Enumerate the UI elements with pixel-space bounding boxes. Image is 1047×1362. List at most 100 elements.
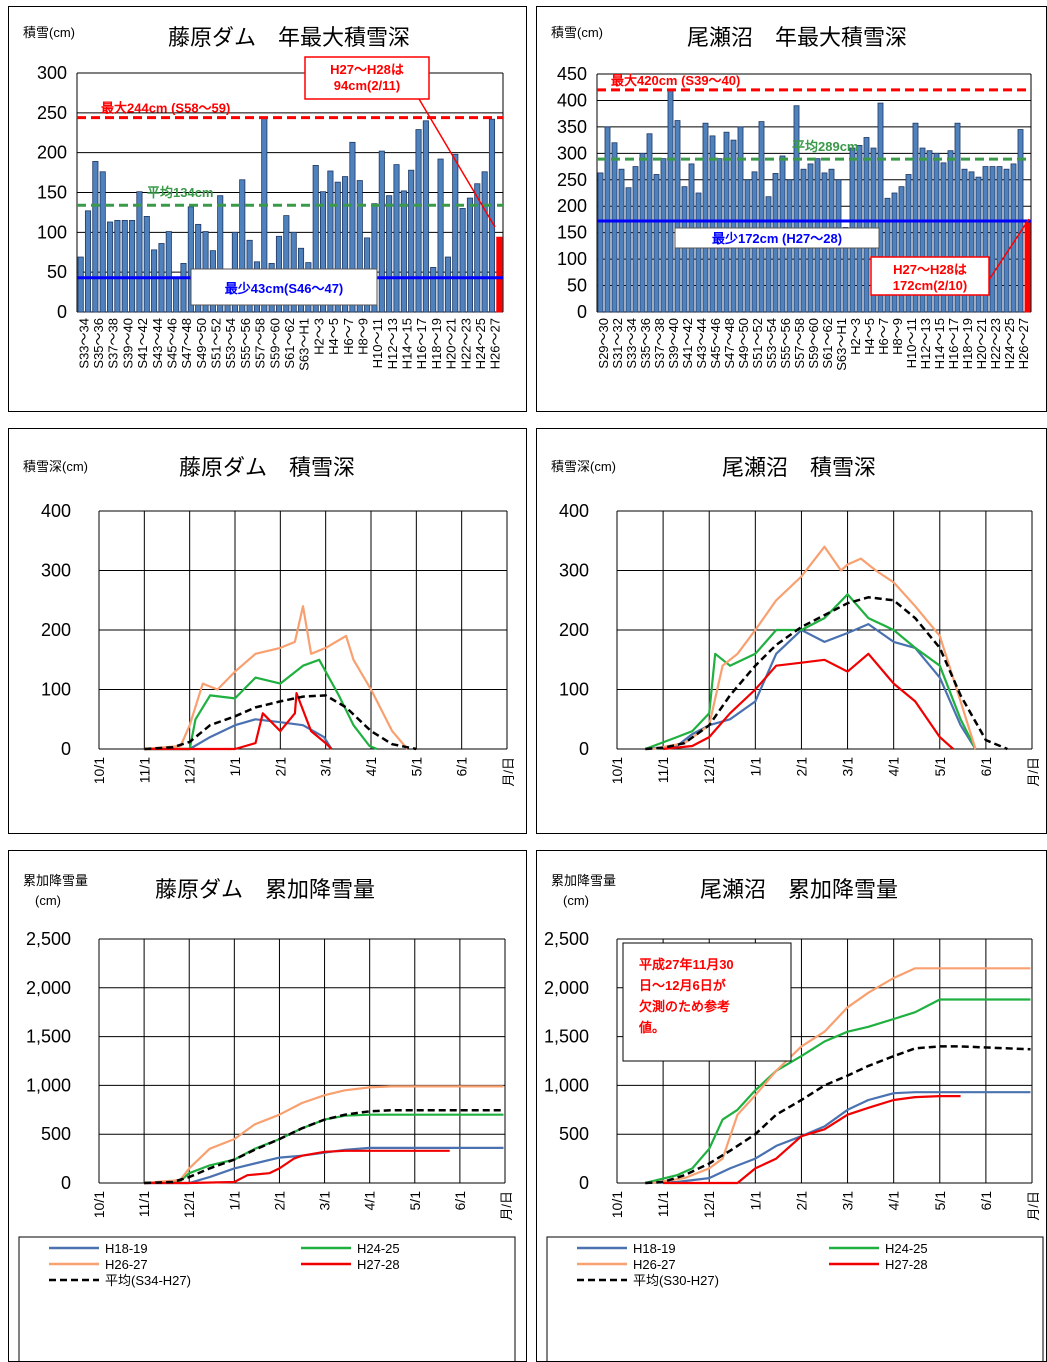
chart-title: 藤原ダム 年最大積雪深 <box>168 25 410 50</box>
legend-label: H26-27 <box>105 1257 148 1272</box>
chart-fujiwara-max: 積雪(cm) 藤原ダム 年最大積雪深 0 50 100 150 200 250 300 S33～3… <box>23 25 504 371</box>
bar <box>954 122 961 313</box>
x-tick-label: S57～58 <box>253 318 268 369</box>
x-tick-label: H14～15 <box>400 318 415 369</box>
series-line <box>144 1109 504 1185</box>
y-tick-label: 200 <box>559 620 589 640</box>
series-line <box>645 596 1008 751</box>
panel-fujiwara-depth: 積雪深(cm) 藤原ダム 積雪深 0 100 200 300 400 10/1 11/1 12/1… <box>8 428 527 834</box>
chart-title: 尾瀬沼 積雪深 <box>722 455 876 480</box>
bar <box>926 150 933 313</box>
bar <box>996 166 1003 313</box>
bar <box>386 195 393 313</box>
bar <box>653 174 660 313</box>
note-text: 日～12月6日が <box>639 978 726 993</box>
bar <box>107 221 114 313</box>
x-tick-label: S49～50 <box>736 318 751 369</box>
x-tick-label: S55～56 <box>238 318 253 369</box>
series-line <box>144 1113 504 1185</box>
x-tick-label: 12/1 <box>701 757 717 784</box>
y-tick-label: 300 <box>559 561 589 581</box>
y-tick-label: 1,500 <box>544 1027 589 1047</box>
y-axis-label: 累加降雪量 <box>23 873 88 888</box>
x-tick-label: 1/1 <box>747 1191 763 1211</box>
x-tick-label: 11/1 <box>136 757 152 783</box>
y-tick-label: 500 <box>41 1124 71 1144</box>
series-line <box>652 545 977 751</box>
x-tick-label: H22～23 <box>458 318 473 369</box>
legend-label: H18-19 <box>633 1241 676 1256</box>
bar <box>674 120 681 313</box>
callout-box <box>304 56 430 100</box>
bar <box>695 192 702 313</box>
bar <box>765 196 772 313</box>
bar <box>961 168 968 313</box>
x-tick-label: H26～27 <box>488 318 503 369</box>
x-tick-label: 11/1 <box>655 757 671 783</box>
panel-oze-depth: 積雪深(cm) 尾瀬沼 積雪深 0 100 200 300 400 10/1 11/1 12/1 1… <box>536 428 1047 834</box>
bar <box>312 165 319 313</box>
bar <box>393 164 400 313</box>
x-tick-label: S29～30 <box>596 318 611 369</box>
x-tick-label: S31～32 <box>610 318 625 369</box>
x-tick-label: S49～50 <box>194 318 209 369</box>
x-tick-label: 3/1 <box>840 757 856 777</box>
y-tick-label: 1,000 <box>26 1075 71 1095</box>
x-tick-label: S33～34 <box>624 318 639 369</box>
x-tick-label: 5/1 <box>932 757 948 777</box>
series-line <box>144 694 417 751</box>
bar <box>737 126 744 313</box>
x-tick-label: 2/1 <box>272 757 288 777</box>
bar <box>430 266 437 313</box>
x-axis-unit: 月/日 <box>501 757 516 787</box>
y-tick-label: 400 <box>557 90 587 110</box>
legend-label: H27-28 <box>885 1257 928 1272</box>
bar <box>466 197 473 313</box>
chart-title: 尾瀬沼 累加降雪量 <box>700 877 898 902</box>
y-tick-label: 500 <box>559 1124 589 1144</box>
max-label: 最大420cm (S39～40) <box>611 73 740 88</box>
bar <box>660 158 667 313</box>
chart-oze-cumul: 累加降雪量 (cm) 尾瀬沼 累加降雪量 0 500 1,000 1,500 2,000 2,5… <box>544 873 1044 1361</box>
y-axis-unit: (cm) <box>563 893 589 908</box>
y-tick-label: 250 <box>557 170 587 190</box>
bar <box>136 191 143 313</box>
bar <box>334 181 341 313</box>
legend-label: H24-25 <box>885 1241 928 1256</box>
x-tick-label: S45～46 <box>708 318 723 369</box>
bar <box>905 174 912 313</box>
bar <box>625 187 632 313</box>
bar <box>842 226 849 313</box>
x-tick-label: H24～25 <box>1002 318 1017 369</box>
bar <box>195 223 202 313</box>
bar <box>884 197 891 313</box>
bar <box>444 256 451 313</box>
x-tick-label: 4/1 <box>362 1191 378 1211</box>
x-tick-label: H16～17 <box>946 318 961 369</box>
bar <box>940 162 947 313</box>
y-tick-label: 0 <box>577 302 587 322</box>
y-tick-label: 1,500 <box>26 1027 71 1047</box>
x-tick-label: 10/1 <box>609 1191 625 1218</box>
series-line <box>645 1091 1031 1185</box>
bar <box>891 192 898 313</box>
bar <box>459 208 466 313</box>
legend-label: 平均(S34-H27) <box>105 1273 191 1288</box>
bar <box>121 219 128 313</box>
x-tick-label: H4～5 <box>862 318 877 355</box>
x-tick-label: S41～42 <box>680 318 695 369</box>
x-tick-label: H16～17 <box>414 318 429 369</box>
callout-line2: 172cm(2/10) <box>893 278 967 293</box>
series-line <box>645 1045 1031 1185</box>
y-axis-label: 積雪(cm) <box>551 25 603 40</box>
series-line <box>663 1095 961 1185</box>
bar <box>415 129 422 313</box>
bar <box>217 195 224 313</box>
y-axis-label: 積雪深(cm) <box>23 459 88 474</box>
max-label: 最大244cm (S58～59) <box>101 101 230 116</box>
bar <box>239 179 246 313</box>
x-tick-label: H6～7 <box>876 318 891 355</box>
bar <box>618 168 625 313</box>
callout-line2: 94cm(2/11) <box>334 78 401 93</box>
bar <box>597 172 604 313</box>
